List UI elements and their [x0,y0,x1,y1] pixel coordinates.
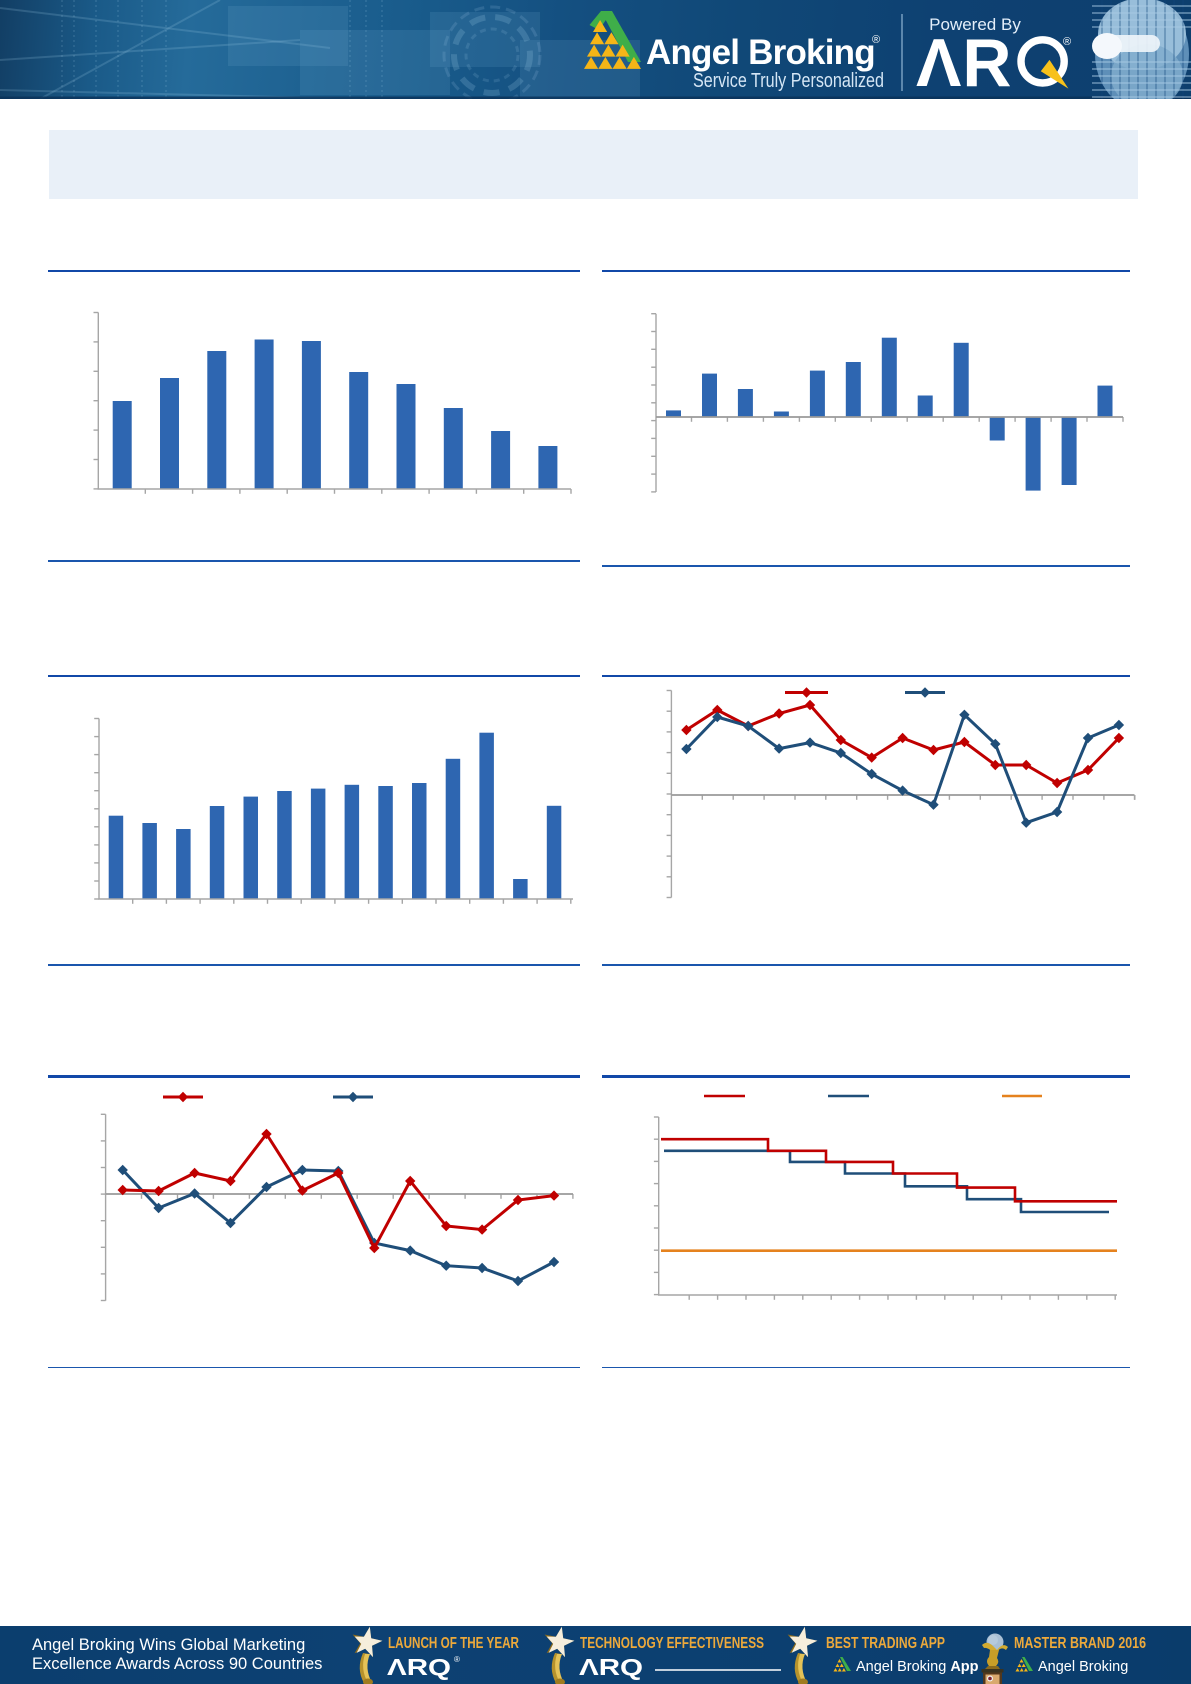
svg-text:MASTER BRAND 2016: MASTER BRAND 2016 [1014,1635,1146,1652]
svg-text:Angel Broking: Angel Broking [646,33,875,72]
svg-text:Powered By: Powered By [929,15,1021,34]
svg-text:®: ® [872,34,880,46]
svg-text:LAUNCH OF THE YEAR: LAUNCH OF THE YEAR [388,1635,519,1652]
svg-text:TECHNOLOGY EFFECTIVENESS: TECHNOLOGY EFFECTIVENESS [580,1635,764,1652]
svg-text:Service Truly Personalized: Service Truly Personalized [693,70,884,92]
svg-text:Angel Broking App: Angel Broking App [856,1659,979,1675]
svg-text:Angel Broking Wins Global Mark: Angel Broking Wins Global Marketing [32,1636,305,1654]
svg-text:®: ® [454,1655,460,1664]
svg-text:Angel Broking: Angel Broking [1038,1659,1128,1675]
svg-text:ΛRQ: ΛRQ [579,1654,643,1680]
svg-text:®: ® [1063,36,1071,48]
svg-text:ΛR: ΛR [916,25,1012,99]
svg-text:ΛRQ: ΛRQ [387,1654,451,1680]
svg-text:Excellence Awards Across 90 Co: Excellence Awards Across 90 Countries [32,1655,322,1673]
svg-text:BEST TRADING APP: BEST TRADING APP [826,1635,945,1652]
